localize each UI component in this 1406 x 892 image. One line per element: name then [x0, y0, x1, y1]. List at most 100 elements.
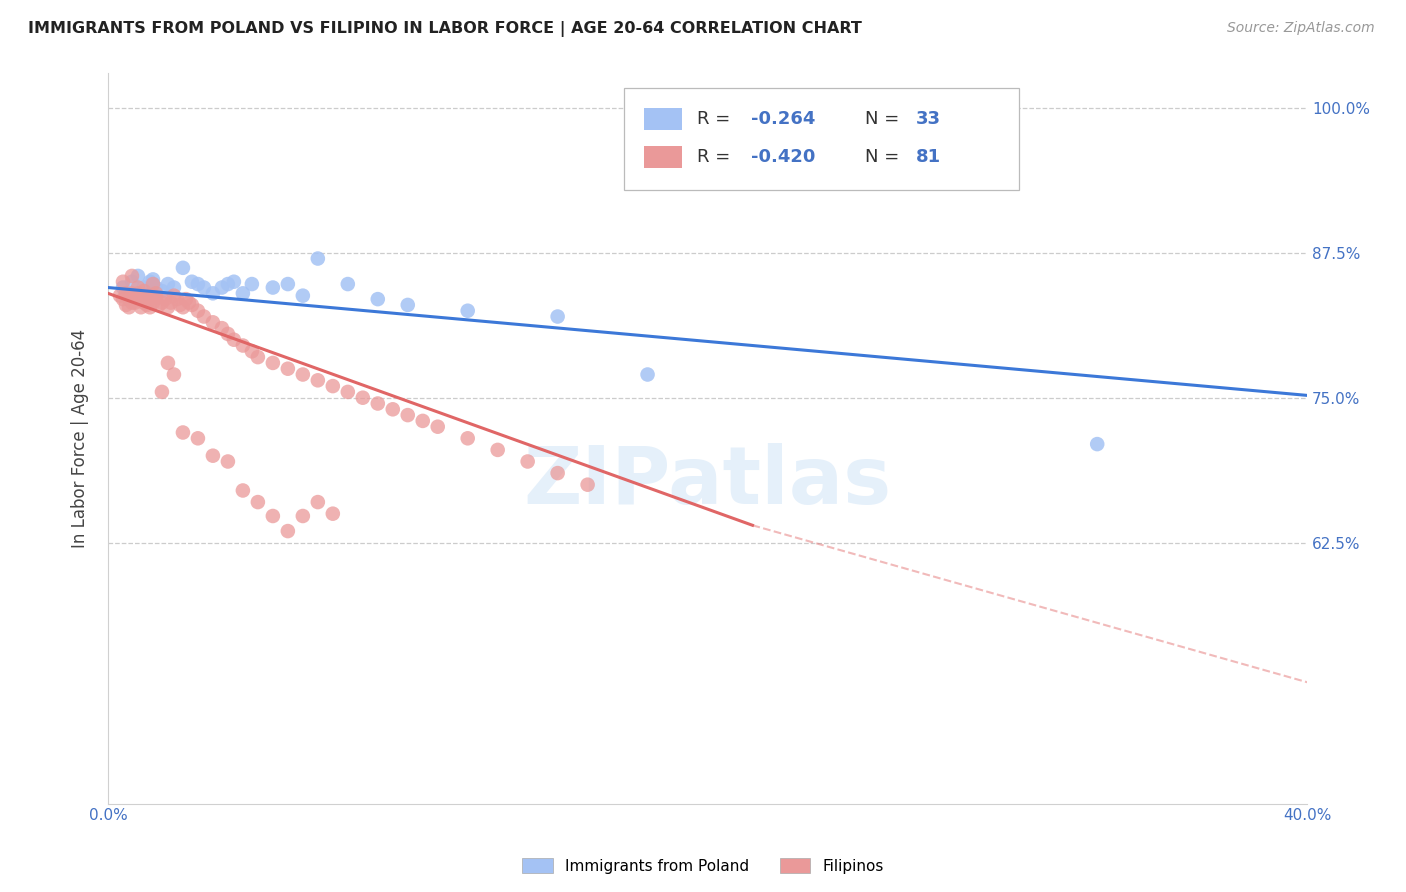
Text: R =: R =: [697, 148, 735, 166]
Point: [108, 288, 131, 302]
Point: [187, 303, 209, 318]
Point: [217, 277, 239, 291]
Point: [142, 277, 165, 291]
Point: [426, 419, 449, 434]
Point: [132, 292, 155, 306]
Point: [127, 286, 149, 301]
Point: [291, 288, 314, 302]
Point: [307, 495, 329, 509]
Point: [142, 277, 165, 291]
Point: [211, 321, 233, 335]
Point: [217, 454, 239, 468]
Point: [142, 272, 165, 286]
Legend: Immigrants from Poland, Filipinos: Immigrants from Poland, Filipinos: [516, 852, 890, 880]
Point: [187, 277, 209, 291]
Point: [145, 286, 167, 301]
Point: [486, 442, 509, 457]
Point: [121, 275, 143, 289]
Point: [156, 277, 179, 291]
Point: [156, 356, 179, 370]
Text: N =: N =: [865, 148, 904, 166]
Point: [322, 379, 344, 393]
Point: [121, 268, 143, 283]
Point: [163, 280, 186, 294]
Text: IMMIGRANTS FROM POLAND VS FILIPINO IN LABOR FORCE | AGE 20-64 CORRELATION CHART: IMMIGRANTS FROM POLAND VS FILIPINO IN LA…: [28, 21, 862, 37]
Point: [336, 384, 359, 399]
Point: [232, 338, 254, 352]
Point: [352, 391, 374, 405]
Point: [115, 286, 138, 301]
Point: [457, 431, 479, 445]
Point: [1085, 437, 1108, 451]
Point: [163, 368, 186, 382]
Point: [217, 326, 239, 341]
Point: [115, 298, 138, 312]
Point: [576, 477, 599, 491]
Point: [291, 368, 314, 382]
Point: [181, 298, 204, 312]
Point: [127, 280, 149, 294]
Point: [277, 361, 299, 376]
Point: [336, 277, 359, 291]
Point: [172, 300, 194, 314]
Point: [139, 292, 162, 306]
Point: [637, 368, 659, 382]
Point: [291, 508, 314, 523]
Point: [142, 288, 165, 302]
Point: [367, 396, 389, 410]
Point: [150, 384, 173, 399]
Point: [172, 425, 194, 440]
Point: [160, 295, 183, 310]
Point: [396, 408, 419, 422]
Point: [246, 495, 269, 509]
Point: [307, 252, 329, 266]
Point: [145, 291, 167, 305]
Point: [193, 280, 215, 294]
Point: [150, 284, 173, 298]
Point: [148, 298, 170, 312]
Point: [111, 275, 134, 289]
Point: [127, 291, 149, 305]
Point: [381, 402, 404, 417]
Point: [139, 275, 162, 289]
Point: [322, 507, 344, 521]
Point: [277, 524, 299, 538]
Point: [136, 298, 159, 312]
Text: N =: N =: [865, 110, 904, 128]
Point: [139, 300, 162, 314]
Point: [177, 295, 200, 310]
Text: Source: ZipAtlas.com: Source: ZipAtlas.com: [1227, 21, 1375, 35]
Point: [201, 286, 224, 301]
Point: [240, 344, 263, 359]
Point: [136, 288, 159, 302]
Text: -0.264: -0.264: [751, 110, 815, 128]
Point: [150, 295, 173, 310]
Point: [181, 275, 204, 289]
Point: [211, 280, 233, 294]
Point: [121, 295, 143, 310]
Point: [396, 298, 419, 312]
Point: [307, 373, 329, 387]
Point: [132, 280, 155, 294]
Point: [547, 310, 569, 324]
FancyBboxPatch shape: [644, 146, 682, 168]
Point: [166, 292, 188, 306]
Point: [111, 280, 134, 294]
Point: [232, 483, 254, 498]
Point: [111, 292, 134, 306]
Point: [174, 292, 197, 306]
Point: [240, 277, 263, 291]
Point: [262, 356, 284, 370]
Point: [222, 275, 245, 289]
Point: [187, 431, 209, 445]
Point: [262, 508, 284, 523]
Point: [222, 333, 245, 347]
Point: [124, 288, 146, 302]
Point: [169, 298, 191, 312]
Point: [262, 280, 284, 294]
FancyBboxPatch shape: [644, 108, 682, 130]
FancyBboxPatch shape: [624, 87, 1019, 190]
Point: [232, 286, 254, 301]
Point: [163, 288, 186, 302]
Text: 33: 33: [917, 110, 941, 128]
